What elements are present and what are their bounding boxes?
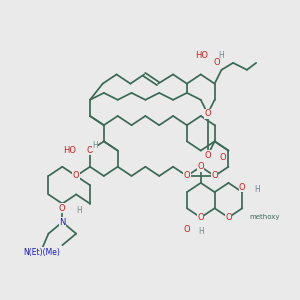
Text: H: H bbox=[199, 227, 204, 236]
Text: N(Et)(Me): N(Et)(Me) bbox=[23, 248, 60, 256]
Text: O: O bbox=[239, 183, 246, 192]
Text: O: O bbox=[214, 58, 220, 68]
Text: O: O bbox=[211, 172, 218, 181]
Text: H: H bbox=[254, 185, 260, 194]
Text: O: O bbox=[87, 146, 93, 155]
Text: N: N bbox=[59, 218, 65, 226]
Text: O: O bbox=[184, 224, 190, 233]
Text: O: O bbox=[197, 162, 204, 171]
Text: HO: HO bbox=[63, 146, 76, 155]
Text: O: O bbox=[204, 151, 211, 160]
Text: O: O bbox=[219, 153, 226, 162]
Text: O: O bbox=[204, 109, 211, 118]
Text: O: O bbox=[59, 204, 66, 213]
Text: methoxy: methoxy bbox=[249, 214, 280, 220]
Text: H: H bbox=[219, 52, 224, 61]
Text: O: O bbox=[197, 213, 204, 222]
Text: O: O bbox=[73, 172, 80, 181]
Text: O: O bbox=[225, 213, 232, 222]
Text: HO: HO bbox=[195, 52, 208, 61]
Text: O: O bbox=[184, 172, 190, 181]
Text: H: H bbox=[76, 206, 82, 215]
Text: H: H bbox=[92, 142, 98, 151]
